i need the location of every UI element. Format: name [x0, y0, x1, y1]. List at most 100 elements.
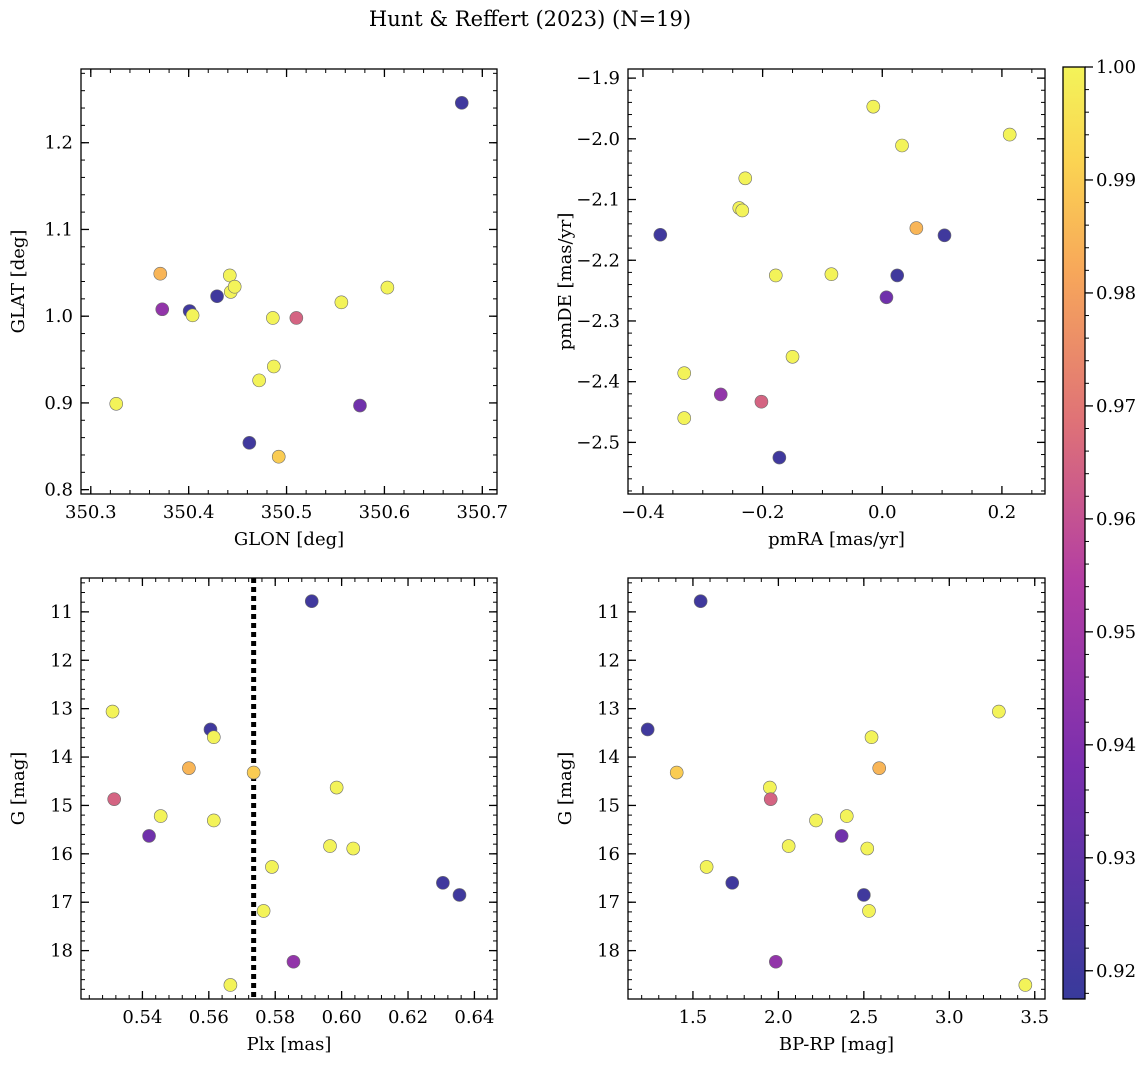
x-tick-label: 1.5 [679, 1007, 708, 1028]
axes-frame [627, 577, 1046, 1000]
scatter-point [763, 792, 778, 806]
x-axis-label: pmRA [mas/yr] [768, 529, 905, 550]
colorbar-gradient [1062, 66, 1086, 1000]
minor-ticks [81, 578, 497, 1000]
minor-ticks [81, 69, 497, 494]
scatter-point [246, 765, 261, 780]
scatter-point [895, 138, 909, 153]
scatter-point [334, 295, 349, 310]
scatter-point [653, 227, 668, 242]
scatter-point [155, 302, 170, 317]
x-tick-label: 0.58 [255, 1007, 295, 1028]
x-axis-label: GLON [deg] [234, 529, 344, 550]
scatter-point [862, 904, 876, 918]
scatter-point [182, 761, 196, 775]
x-tick-label: 0.64 [454, 1007, 494, 1028]
scatter-point [223, 978, 238, 992]
scatter-point [909, 221, 924, 235]
scatter-point [256, 904, 271, 918]
scatter-point [872, 761, 887, 775]
scatter-point [824, 267, 839, 282]
scatter-point [677, 411, 692, 425]
scatter-point [207, 813, 221, 828]
scatter-point [380, 280, 395, 295]
scatter-point [289, 311, 304, 325]
scatter-point [227, 279, 242, 294]
figure-title: Hunt & Reffert (2023) (N=19) [369, 7, 691, 31]
scatter-point [640, 722, 655, 737]
x-tick-label: 0.0 [868, 502, 897, 523]
scatter-point [323, 839, 337, 853]
y-tick-label: 11 [50, 602, 73, 623]
scatter-point [142, 829, 156, 843]
y-tick-label: −2.3 [576, 311, 620, 332]
y-tick-label: 13 [597, 699, 620, 720]
x-tick-label: 2.0 [764, 1007, 793, 1028]
y-tick-label: 15 [50, 795, 73, 816]
colorbar-tick-label: 0.94 [1096, 735, 1136, 756]
scatter-point [763, 780, 777, 795]
colorbar-tick-label: 1.00 [1096, 57, 1136, 78]
scatter-point [1018, 978, 1033, 992]
x-tick-label: 0.2 [988, 502, 1017, 523]
scatter-point [252, 373, 266, 388]
scatter-point [937, 228, 952, 243]
scatter-point [266, 311, 280, 325]
scatter-point [454, 96, 469, 110]
colorbar-tick-label: 0.98 [1096, 283, 1136, 304]
scatter-point [267, 359, 281, 374]
y-tick-label: −2.5 [576, 432, 620, 453]
x-axis-label: BP-RP [mag] [779, 1034, 894, 1055]
y-tick-label: 17 [597, 892, 620, 913]
y-tick-label: −2.0 [576, 129, 620, 150]
x-tick-label: 350.4 [163, 502, 215, 523]
scatter-point [699, 860, 714, 874]
panels: 350.3 350.4 350.5 350.6 350.7 0.8 0.9 1.0 1.1 1.2… [8, 68, 1049, 1055]
y-axis-label: pmDE [mas/yr] [555, 213, 576, 351]
y-tick-label: 16 [597, 844, 620, 865]
scatter-point [329, 780, 344, 795]
scatter-point [346, 841, 361, 856]
scatter-point [781, 839, 796, 853]
scatter-point [735, 203, 750, 218]
y-tick-label: 1.1 [44, 219, 73, 240]
y-tick-label: −2.1 [576, 190, 620, 211]
x-tick-label: 0.54 [122, 1007, 162, 1028]
colorbar-tick-label: 0.97 [1096, 396, 1136, 417]
colorbar-tick-label: 0.95 [1096, 622, 1136, 643]
axes-frame [627, 68, 1046, 495]
y-axis-label: G [mag] [8, 752, 29, 825]
scatter-point [286, 954, 301, 969]
y-axis-label: G [mag] [555, 752, 576, 825]
x-tick-label: 350.5 [261, 502, 313, 523]
y-tick-label: −2.2 [576, 250, 620, 271]
x-tick-label: 3.0 [935, 1007, 964, 1028]
y-axis-label: GLAT [deg] [8, 230, 29, 334]
scatter-point [754, 394, 769, 409]
x-tick-label: −0.2 [741, 502, 785, 523]
x-tick-label: 0.62 [388, 1007, 428, 1028]
scatter-point [879, 290, 894, 305]
x-tick-label: 0.60 [322, 1007, 362, 1028]
scatter-point [304, 594, 319, 609]
y-tick-label: 1.0 [44, 306, 73, 327]
x-tick-label: 3.5 [1020, 1007, 1049, 1028]
scatter-point [153, 809, 168, 823]
y-tick-label: 18 [50, 941, 73, 962]
y-tick-label: 1.2 [44, 133, 73, 154]
scatter-point [992, 704, 1006, 719]
colorbar-tick-label: 0.99 [1096, 170, 1136, 191]
scatter-point [839, 809, 854, 823]
scatter-point [153, 266, 168, 281]
scatter-point [857, 888, 871, 902]
scatter-point [809, 813, 823, 828]
scatter-point [210, 289, 224, 304]
x-tick-label: 350.7 [457, 502, 509, 523]
y-tick-label: 17 [50, 892, 73, 913]
y-tick-label: 13 [50, 699, 73, 720]
scatter-point [1002, 127, 1017, 142]
y-tick-label: 0.8 [44, 480, 73, 501]
panel-3: 0.54 0.56 0.58 0.60 0.62 0.64 11 12 13 14 15 16 17 18… [8, 577, 498, 1055]
axes-frame [80, 68, 498, 495]
axes-frame [80, 577, 498, 1000]
